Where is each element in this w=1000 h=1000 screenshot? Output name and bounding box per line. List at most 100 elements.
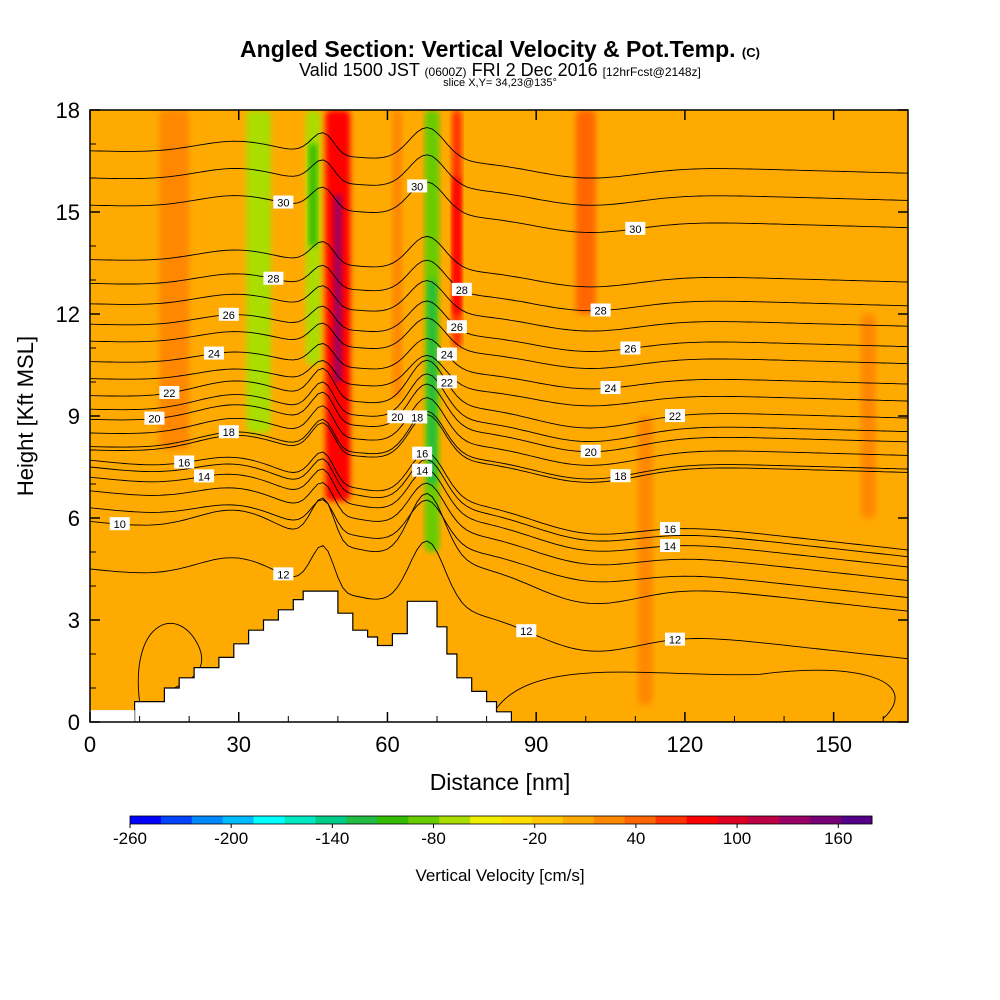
contour-label-14: 14 [416, 466, 428, 478]
contour-label-bg [625, 221, 646, 235]
colorbar-swatch [191, 816, 224, 824]
theta-contour-12 [90, 540, 908, 660]
theta-contour-25 [90, 317, 908, 369]
colorbar-frame [129, 815, 873, 825]
velocity-core-1 [428, 280, 437, 484]
theta-contour-22 [90, 359, 908, 429]
theta-contour-32 [90, 127, 908, 179]
theta-contour-24 [90, 337, 908, 390]
chart-title: Angled Section: Vertical Velocity & Pot.… [240, 36, 760, 62]
terrain-mask [90, 590, 908, 722]
contour-label-16: 16 [178, 457, 190, 469]
colorbar-swatch [717, 816, 749, 824]
contour-label-bg [407, 410, 428, 424]
velocity-feature-8 [637, 416, 653, 705]
y-tick-label: 18 [56, 98, 80, 123]
theta-contours [90, 127, 908, 719]
colorbar-swatch [315, 816, 347, 824]
contour-label-22: 22 [441, 377, 453, 389]
x-axis-label: Distance [nm] [430, 769, 571, 795]
contour-label-18: 18 [223, 427, 235, 439]
theta-contour-21 [90, 373, 908, 443]
velocity-core-2 [309, 144, 318, 246]
contour-label-16: 16 [664, 524, 676, 536]
terrain-left-floor [90, 710, 135, 722]
contour-label-26: 26 [624, 344, 636, 356]
field-background [90, 110, 908, 722]
velocity-feature-6 [159, 110, 190, 450]
colorbar-tick-label: -200 [214, 829, 248, 848]
theta-contour-19 [90, 397, 908, 466]
theta-contour-10 [90, 492, 908, 612]
x-tick-label: 120 [667, 732, 704, 757]
contour-label-14: 14 [198, 471, 210, 483]
colorbar-tick-label: -260 [113, 829, 147, 848]
y-tick-label: 15 [56, 200, 80, 225]
contour-label-bg [516, 624, 537, 638]
theta-contour-28 [90, 259, 908, 312]
contour-label-20: 20 [391, 412, 403, 424]
contour-label-20: 20 [585, 447, 597, 459]
theta-contour-16 [90, 451, 908, 551]
colorbar-swatch [593, 816, 626, 824]
theta-contour-14 [90, 468, 908, 568]
colorbar-swatch [346, 816, 378, 824]
contour-label-18: 18 [411, 412, 423, 424]
theta-contour-30 [90, 181, 908, 233]
colorbar-swatch [624, 816, 657, 824]
contour-label-16: 16 [416, 449, 428, 461]
colorbar-tick-label: -140 [315, 829, 349, 848]
contour-label-bg [660, 522, 681, 536]
y-axis-label: Height [Kft MSL] [13, 336, 38, 496]
theta-contour-20 [90, 383, 908, 453]
contour-label-bg [174, 455, 195, 469]
y-tick-label: 0 [68, 710, 80, 735]
contour-label-bg [600, 381, 621, 395]
contour-label-30: 30 [277, 198, 289, 210]
contour-label-18: 18 [614, 471, 626, 483]
terrain [90, 590, 908, 722]
colorbar-swatch [810, 816, 842, 824]
contour-label-bg [407, 179, 428, 193]
x-tick-label: 150 [815, 732, 852, 757]
colorbar: -260 -200 -140 -80 -20 40 100 160 [113, 815, 873, 848]
x-tick-label: 0 [84, 732, 96, 757]
theta-contour-15 [90, 458, 908, 558]
colorbar-swatch [841, 816, 873, 824]
colorbar-swatch [655, 816, 687, 824]
colorbar-swatch [531, 816, 564, 824]
velocity-core-0 [333, 195, 342, 382]
contour-label-bg [436, 347, 457, 361]
contour-label-12: 12 [669, 635, 681, 647]
contour-label-22: 22 [163, 388, 175, 400]
contour-label-bg [144, 411, 165, 425]
contour-label-bg [664, 409, 685, 423]
colorbar-tick-label: -20 [522, 829, 547, 848]
contour-label-22: 22 [669, 411, 681, 423]
contour-label-bg [451, 282, 472, 296]
contour-label-30: 30 [629, 224, 641, 236]
contour-label-12: 12 [277, 569, 289, 581]
colorbar-swatch [748, 816, 780, 824]
contour-label-bg [620, 341, 641, 355]
contour-label-bg [412, 463, 433, 477]
contour-label-bg [590, 303, 611, 317]
y-tick-label: 9 [68, 404, 80, 429]
colorbar-swatch [408, 816, 440, 824]
y-tick-label: 6 [68, 506, 80, 531]
colorbar-swatch [686, 816, 718, 824]
contour-label-24: 24 [441, 350, 453, 362]
contour-label-bg [660, 539, 681, 553]
contour-label-bg [412, 446, 433, 460]
contour-label-24: 24 [208, 349, 220, 361]
colorbar-swatch [501, 816, 533, 824]
velocity-feature-9 [860, 314, 876, 518]
contour-label-20: 20 [148, 414, 160, 426]
contour-label-bg [273, 195, 294, 209]
colorbar-swatch [377, 816, 409, 824]
x-tick-label: 90 [524, 732, 548, 757]
y-tick-label: 3 [68, 608, 80, 633]
axes: 0 30 60 90 120 150 0 3 6 9 12 15 18 [56, 98, 908, 757]
contour-label-bg [263, 271, 284, 285]
